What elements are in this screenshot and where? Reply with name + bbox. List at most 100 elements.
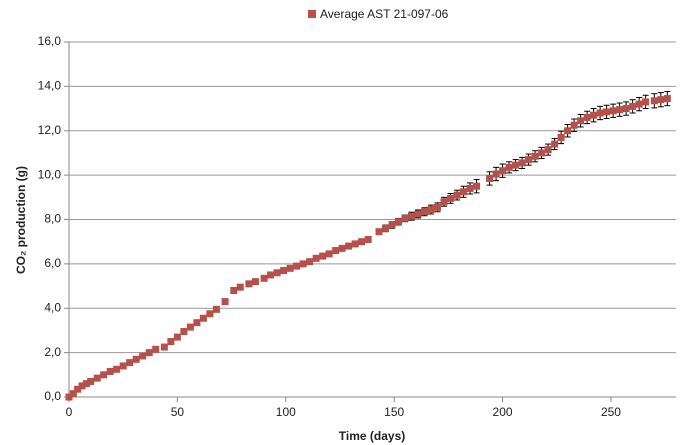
marker — [538, 149, 546, 157]
marker — [82, 380, 90, 388]
marker — [642, 98, 650, 106]
marker — [551, 140, 559, 148]
marker — [173, 333, 181, 341]
marker — [139, 352, 147, 360]
marker — [338, 244, 346, 252]
marker — [167, 338, 175, 346]
marker — [65, 393, 73, 401]
marker — [193, 319, 201, 327]
marker — [518, 159, 526, 167]
marker — [251, 278, 259, 286]
marker — [622, 105, 630, 113]
marker — [447, 194, 455, 202]
marker — [512, 161, 520, 169]
marker — [221, 298, 229, 306]
marker — [505, 163, 513, 171]
marker — [570, 121, 578, 129]
marker — [577, 117, 585, 125]
marker — [325, 250, 333, 258]
legend-label: Average AST 21-097-06 — [320, 7, 449, 21]
x-tick-label: 50 — [171, 405, 185, 419]
marker — [408, 212, 416, 220]
marker — [364, 235, 372, 243]
marker — [609, 107, 617, 115]
marker — [544, 146, 552, 154]
marker — [69, 390, 77, 398]
marker — [273, 269, 281, 277]
marker — [206, 310, 214, 318]
marker — [460, 188, 468, 196]
marker — [78, 382, 86, 390]
marker — [453, 191, 461, 199]
marker — [236, 283, 244, 291]
marker — [427, 206, 435, 214]
marker — [635, 100, 643, 108]
marker — [657, 96, 665, 104]
marker — [345, 242, 353, 250]
marker — [212, 305, 220, 313]
marker — [440, 198, 448, 206]
marker — [401, 214, 409, 222]
marker — [603, 108, 611, 116]
marker — [466, 184, 474, 192]
marker — [531, 152, 539, 160]
marker — [486, 174, 494, 182]
marker — [395, 218, 403, 226]
marker — [87, 377, 95, 385]
marker — [332, 247, 340, 255]
marker — [126, 359, 134, 367]
marker — [286, 264, 294, 272]
x-axis-title: Time (days) — [339, 429, 405, 443]
marker — [306, 258, 314, 266]
marker — [564, 127, 572, 135]
marker — [160, 343, 168, 351]
y-tick-label: 2,0 — [44, 345, 61, 359]
marker — [596, 109, 604, 117]
marker — [375, 228, 383, 236]
marker — [113, 365, 121, 373]
x-tick-label: 100 — [276, 405, 296, 419]
marker — [245, 280, 253, 288]
marker — [180, 328, 188, 336]
marker — [74, 385, 82, 393]
legend-swatch — [308, 10, 316, 18]
marker — [100, 371, 108, 379]
marker — [414, 210, 422, 218]
marker — [358, 238, 366, 246]
marker — [388, 221, 396, 229]
y-tick-label: 10,0 — [38, 167, 62, 181]
marker — [267, 271, 275, 279]
marker — [145, 349, 153, 357]
marker — [152, 345, 160, 353]
x-tick-label: 150 — [384, 405, 404, 419]
marker — [382, 224, 390, 232]
marker — [132, 355, 140, 363]
x-tick-label: 200 — [493, 405, 513, 419]
marker — [186, 323, 194, 331]
marker — [473, 182, 481, 190]
marker — [319, 252, 327, 260]
marker — [421, 208, 429, 216]
marker — [663, 95, 671, 103]
marker — [119, 362, 127, 370]
y-tick-label: 6,0 — [44, 256, 61, 270]
y-tick-label: 16,0 — [38, 34, 62, 48]
marker — [280, 267, 288, 275]
marker — [583, 113, 591, 121]
marker — [434, 203, 442, 211]
marker — [590, 111, 598, 119]
y-tick-label: 14,0 — [38, 79, 62, 93]
marker — [93, 374, 101, 382]
marker — [525, 156, 533, 164]
marker — [199, 314, 207, 322]
marker — [293, 262, 301, 270]
marker — [557, 133, 565, 141]
marker — [260, 274, 268, 282]
y-axis-title: CO₂ production (g) — [14, 166, 28, 274]
x-tick-label: 250 — [601, 405, 621, 419]
y-tick-label: 8,0 — [44, 212, 61, 226]
marker — [650, 97, 658, 105]
x-tick-label: 0 — [66, 405, 73, 419]
y-tick-label: 4,0 — [44, 300, 61, 314]
